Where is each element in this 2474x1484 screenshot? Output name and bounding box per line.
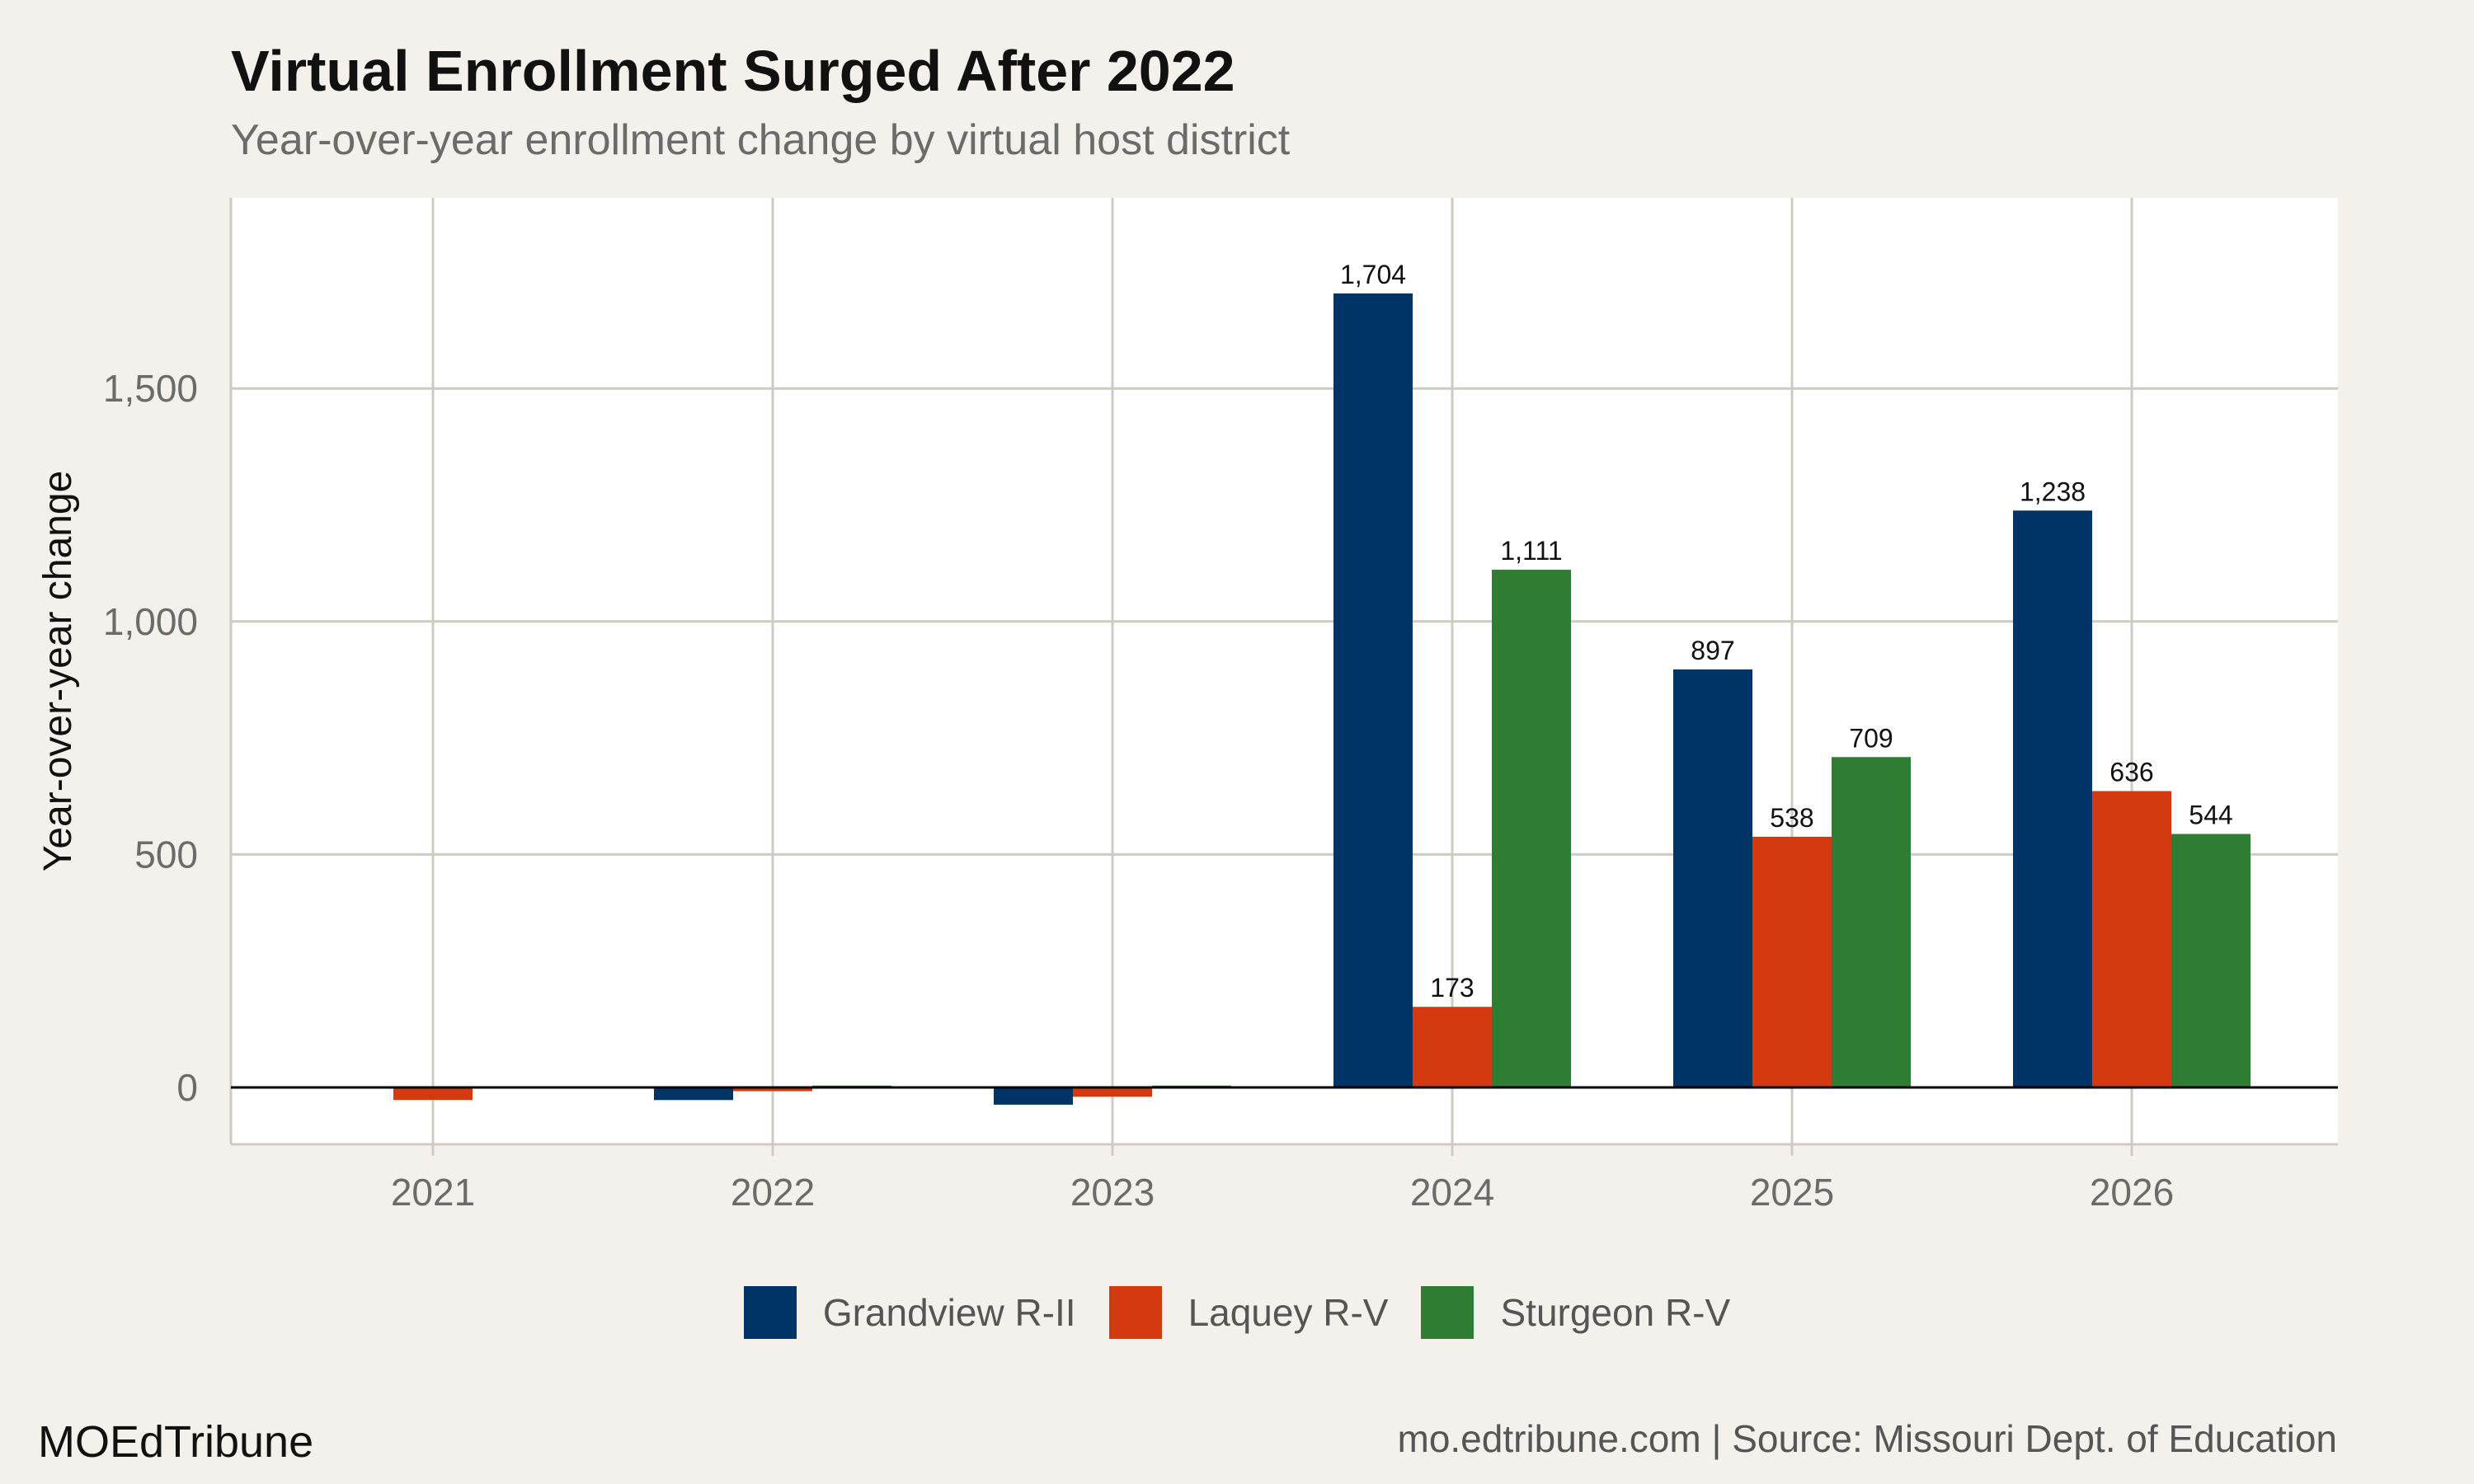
bar: [393, 1087, 473, 1101]
brand-logo-text: MOEdTribune: [38, 1417, 314, 1467]
legend-swatch-laquey: [1108, 1286, 1162, 1339]
chart-subtitle: Year-over-year enrollment change by virt…: [231, 116, 1291, 164]
y-tick-label: 1,500: [103, 367, 198, 410]
y-axis-ticks: 0 500 1,000 1,500: [103, 367, 198, 1109]
legend-swatch-sturgeon: [1421, 1286, 1475, 1339]
legend-label-sturgeon: Sturgeon R-V: [1500, 1291, 1731, 1334]
bar: [2171, 834, 2251, 1087]
bar: [994, 1087, 1073, 1105]
y-tick-label: 0: [176, 1066, 198, 1109]
x-tick-label: 2021: [391, 1171, 475, 1214]
data-label: 544: [2189, 801, 2232, 830]
bar: [2013, 510, 2092, 1087]
x-tick-label: 2026: [2090, 1171, 2174, 1214]
y-tick-label: 1,000: [103, 600, 198, 643]
legend-item-laquey: Laquey R-V: [1108, 1286, 1389, 1339]
bar: [1073, 1087, 1152, 1097]
legend-item-grandview: Grandview R-II: [743, 1286, 1076, 1339]
data-label: 538: [1770, 803, 1813, 833]
data-labels: 1,704 897 1,238 173 538 636 1,111 709 544: [1340, 260, 2233, 1003]
bars: [393, 293, 2251, 1105]
data-label: 636: [2109, 758, 2153, 787]
bar: [2092, 791, 2171, 1087]
bar: [1752, 836, 1832, 1087]
bar: [1832, 757, 1911, 1087]
bar: [1673, 669, 1752, 1087]
y-axis-label: Year-over-year change: [36, 471, 80, 872]
y-tick-label: 500: [134, 833, 198, 876]
data-label: 709: [1849, 723, 1893, 753]
legend-label-laquey: Laquey R-V: [1188, 1291, 1389, 1334]
plot-panel: [231, 198, 2338, 1144]
data-label: 1,111: [1500, 536, 1562, 566]
bar: [1492, 570, 1571, 1087]
x-tick-label: 2025: [1750, 1171, 1834, 1214]
x-tick-label: 2023: [1070, 1171, 1155, 1214]
x-tick-label: 2024: [1410, 1171, 1494, 1214]
bar: [1333, 293, 1413, 1088]
x-tick-label: 2022: [731, 1171, 815, 1214]
data-label: 897: [1691, 636, 1734, 665]
legend-item-sturgeon: Sturgeon R-V: [1421, 1286, 1730, 1339]
bar: [1413, 1007, 1492, 1087]
legend: Grandview R-II Laquey R-V Sturgeon R-V: [0, 1286, 2474, 1339]
legend-swatch-grandview: [743, 1286, 797, 1339]
bar: [733, 1087, 812, 1092]
source-credit: mo.edtribune.com | Source: Missouri Dept…: [1397, 1417, 2338, 1460]
data-label: 173: [1430, 973, 1474, 1003]
data-label: 1,704: [1340, 260, 1406, 289]
data-label: 1,238: [2020, 477, 2086, 506]
bar: [654, 1087, 733, 1101]
chart-title: Virtual Enrollment Surged After 2022: [231, 39, 1235, 103]
x-axis-ticks: 2021 2022 2023 2024 2025 2026: [391, 1171, 2174, 1214]
legend-label-grandview: Grandview R-II: [822, 1291, 1076, 1334]
